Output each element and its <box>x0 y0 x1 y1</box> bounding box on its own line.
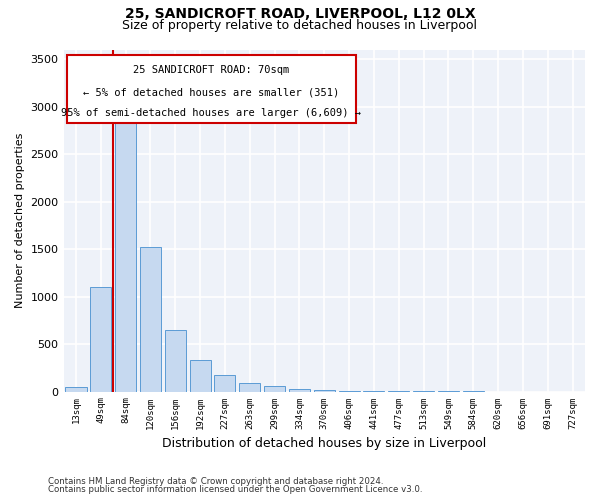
Text: Contains HM Land Registry data © Crown copyright and database right 2024.: Contains HM Land Registry data © Crown c… <box>48 477 383 486</box>
Bar <box>140 248 161 392</box>
Text: 95% of semi-detached houses are larger (6,609) →: 95% of semi-detached houses are larger (… <box>61 108 361 118</box>
Bar <box>190 360 211 392</box>
Bar <box>264 386 285 392</box>
Bar <box>65 387 86 392</box>
X-axis label: Distribution of detached houses by size in Liverpool: Distribution of detached houses by size … <box>162 437 487 450</box>
Text: 25 SANDICROFT ROAD: 70sqm: 25 SANDICROFT ROAD: 70sqm <box>133 66 289 76</box>
Bar <box>338 391 359 392</box>
Text: 25, SANDICROFT ROAD, LIVERPOOL, L12 0LX: 25, SANDICROFT ROAD, LIVERPOOL, L12 0LX <box>125 8 475 22</box>
Bar <box>90 287 112 392</box>
Text: ← 5% of detached houses are smaller (351): ← 5% of detached houses are smaller (351… <box>83 88 339 98</box>
Bar <box>239 383 260 392</box>
Y-axis label: Number of detached properties: Number of detached properties <box>15 133 25 308</box>
Text: Contains public sector information licensed under the Open Government Licence v3: Contains public sector information licen… <box>48 485 422 494</box>
Bar <box>115 112 136 392</box>
Bar <box>289 388 310 392</box>
Text: Size of property relative to detached houses in Liverpool: Size of property relative to detached ho… <box>122 18 478 32</box>
Bar <box>214 375 235 392</box>
Bar <box>314 390 335 392</box>
Bar <box>165 330 186 392</box>
